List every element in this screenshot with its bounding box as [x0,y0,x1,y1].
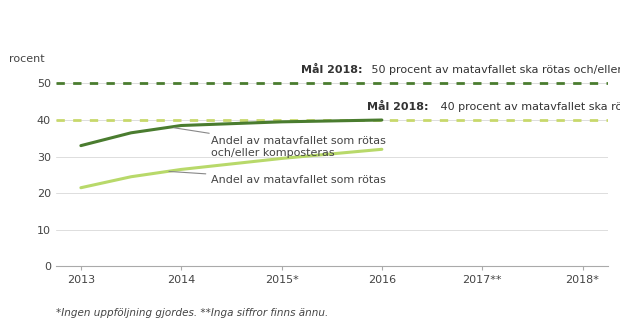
Text: 50 procent av matavfallet ska rötas och/eller kompostera: 50 procent av matavfallet ska rötas och/… [368,65,620,75]
Text: 40 procent av matavfallet ska röta: 40 procent av matavfallet ska röta [436,102,620,112]
Text: Mål 2018:: Mål 2018: [301,65,363,75]
Text: *Ingen uppföljning gjordes. **Inga siffror finns ännu.: *Ingen uppföljning gjordes. **Inga siffr… [56,308,328,318]
Text: Andel av matavfallet som rötas
och/eller komposteras: Andel av matavfallet som rötas och/eller… [174,128,386,158]
Y-axis label: rocent: rocent [9,54,45,64]
Text: Mål 2018:: Mål 2018: [367,101,428,112]
Text: Andel av matavfallet som rötas: Andel av matavfallet som rötas [169,171,386,185]
